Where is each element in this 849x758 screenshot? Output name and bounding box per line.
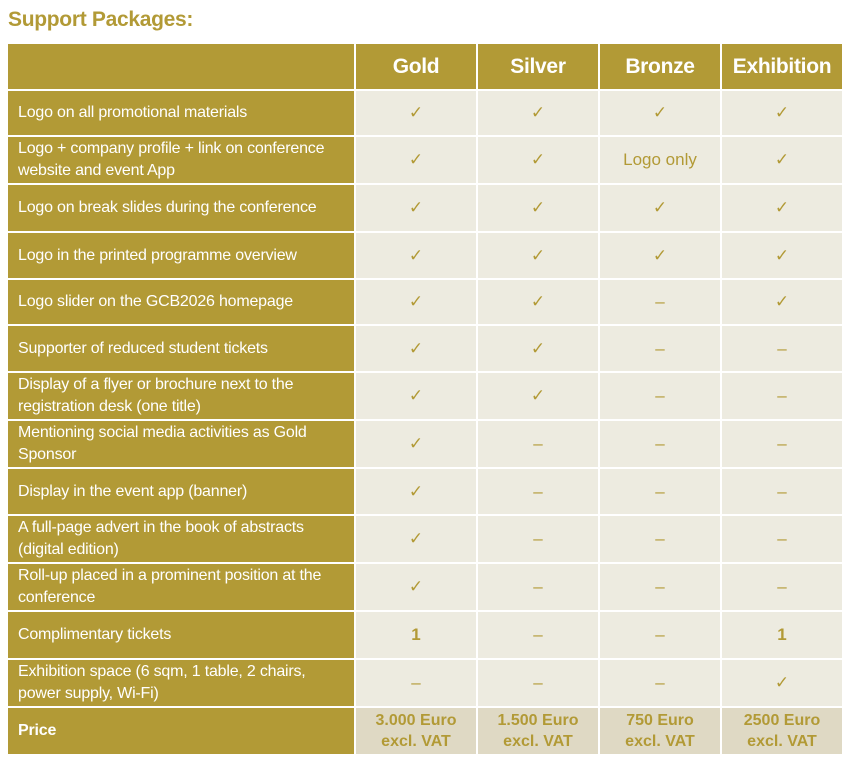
- price-value: 2500 Euro excl. VAT: [720, 706, 844, 756]
- table-row: Logo slider on the GCB2026 homepage ✓ ✓ – ✓: [6, 278, 844, 326]
- check-icon: ✓: [598, 231, 722, 280]
- table-row: Exhibition space (6 sqm, 1 table, 2 chai…: [6, 658, 844, 708]
- dash-icon: –: [598, 278, 722, 326]
- check-icon: ✓: [720, 658, 844, 708]
- dash-icon: –: [476, 610, 600, 660]
- feature-label: Logo on break slides during the conferen…: [6, 183, 356, 233]
- check-icon: ✓: [720, 89, 844, 137]
- dash-icon: –: [476, 562, 600, 612]
- check-icon: ✓: [354, 89, 478, 137]
- cell-value: 1: [354, 610, 478, 660]
- price-row: Price 3.000 Euro excl. VAT 1.500 Euro excl. …: [6, 706, 844, 756]
- dash-icon: –: [476, 419, 600, 469]
- check-icon: ✓: [476, 89, 600, 137]
- dash-icon: –: [598, 371, 722, 421]
- feature-label: Display in the event app (banner): [6, 467, 356, 516]
- header-empty: [6, 42, 356, 91]
- cell-value: Logo only: [598, 135, 722, 185]
- table-row: Mentioning social media activities as Go…: [6, 419, 844, 469]
- header-row: Gold Silver Bronze Exhibition: [6, 42, 844, 91]
- check-icon: ✓: [354, 371, 478, 421]
- check-icon: ✓: [476, 183, 600, 233]
- table-row: Roll-up placed in a prominent position a…: [6, 562, 844, 612]
- check-icon: ✓: [354, 324, 478, 373]
- check-icon: ✓: [476, 371, 600, 421]
- table-row: Complimentary tickets 1– –1: [6, 610, 844, 660]
- check-icon: ✓: [598, 183, 722, 233]
- dash-icon: –: [598, 562, 722, 612]
- feature-label: Display of a flyer or brochure next to t…: [6, 371, 356, 421]
- check-icon: ✓: [354, 467, 478, 516]
- header-silver: Silver: [476, 42, 600, 91]
- check-icon: ✓: [354, 514, 478, 564]
- price-value: 3.000 Euro excl. VAT: [354, 706, 478, 756]
- check-icon: ✓: [720, 135, 844, 185]
- feature-label: Exhibition space (6 sqm, 1 table, 2 chai…: [6, 658, 356, 708]
- check-icon: ✓: [354, 419, 478, 469]
- price-value: 750 Euro excl. VAT: [598, 706, 722, 756]
- price-label: Price: [6, 706, 356, 756]
- dash-icon: –: [598, 658, 722, 708]
- check-icon: ✓: [476, 324, 600, 373]
- table-row: Logo in the printed programme overview ✓ ✓…: [6, 231, 844, 280]
- feature-label: Logo + company profile + link on confere…: [6, 135, 356, 185]
- check-icon: ✓: [354, 135, 478, 185]
- dash-icon: –: [354, 658, 478, 708]
- table-row: Logo on all promotional materials ✓ ✓ ✓ ✓: [6, 89, 844, 137]
- dash-icon: –: [720, 514, 844, 564]
- feature-label: Logo on all promotional materials: [6, 89, 356, 137]
- dash-icon: –: [720, 467, 844, 516]
- table-row: Display of a flyer or brochure next to t…: [6, 371, 844, 421]
- table-row: Logo + company profile + link on confere…: [6, 135, 844, 185]
- header-gold: Gold: [354, 42, 478, 91]
- dash-icon: –: [598, 467, 722, 516]
- dash-icon: –: [598, 514, 722, 564]
- check-icon: ✓: [354, 231, 478, 280]
- check-icon: ✓: [476, 135, 600, 185]
- feature-label: Logo in the printed programme overview: [6, 231, 356, 280]
- check-icon: ✓: [598, 89, 722, 137]
- check-icon: ✓: [354, 183, 478, 233]
- table-row: A full-page advert in the book of abstra…: [6, 514, 844, 564]
- page-title: Support Packages:: [8, 8, 194, 31]
- support-packages-table: Gold Silver Bronze Exhibition Logo on al…: [6, 42, 844, 756]
- check-icon: ✓: [720, 183, 844, 233]
- check-icon: ✓: [354, 278, 478, 326]
- dash-icon: –: [720, 371, 844, 421]
- feature-label: Logo slider on the GCB2026 homepage: [6, 278, 356, 326]
- feature-label: Roll-up placed in a prominent position a…: [6, 562, 356, 612]
- check-icon: ✓: [720, 231, 844, 280]
- table-row: Logo on break slides during the conferen…: [6, 183, 844, 233]
- table-row: Supporter of reduced student tickets ✓ ✓ – –: [6, 324, 844, 373]
- check-icon: ✓: [476, 231, 600, 280]
- dash-icon: –: [598, 324, 722, 373]
- dash-icon: –: [598, 419, 722, 469]
- check-icon: ✓: [476, 278, 600, 326]
- dash-icon: –: [720, 324, 844, 373]
- feature-label: Supporter of reduced student tickets: [6, 324, 356, 373]
- dash-icon: –: [476, 467, 600, 516]
- check-icon: ✓: [720, 278, 844, 326]
- dash-icon: –: [720, 419, 844, 469]
- feature-label: Complimentary tickets: [6, 610, 356, 660]
- dash-icon: –: [598, 610, 722, 660]
- feature-label: A full-page advert in the book of abstra…: [6, 514, 356, 564]
- header-bronze: Bronze: [598, 42, 722, 91]
- dash-icon: –: [476, 658, 600, 708]
- dash-icon: –: [476, 514, 600, 564]
- check-icon: ✓: [354, 562, 478, 612]
- price-value: 1.500 Euro excl. VAT: [476, 706, 600, 756]
- feature-label: Mentioning social media activities as Go…: [6, 419, 356, 469]
- header-exhibition: Exhibition: [720, 42, 844, 91]
- table-row: Display in the event app (banner) ✓ – – –: [6, 467, 844, 516]
- cell-value: 1: [720, 610, 844, 660]
- dash-icon: –: [720, 562, 844, 612]
